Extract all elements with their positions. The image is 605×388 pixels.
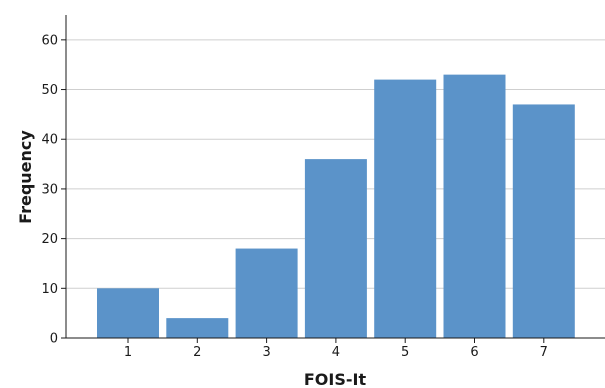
y-tick-label-30: 30 [41,182,58,197]
y-axis-title: Frequency [16,130,35,224]
bar-6 [443,74,506,338]
y-tick-label-50: 50 [41,83,58,98]
x-axis-title: FOIS-It [304,370,367,388]
x-tick-label-1: 1 [124,345,132,360]
x-tick-label-5: 5 [401,345,409,360]
x-tick-label-3: 3 [262,345,270,360]
bar-2 [166,318,229,338]
x-tick-label-2: 2 [193,345,201,360]
y-tick-label-20: 20 [41,232,58,247]
y-tick-label-40: 40 [41,133,58,148]
y-tick-labels: 0 10 20 30 40 50 60 [41,33,66,347]
bar-7 [512,104,575,338]
bar-5 [374,79,437,338]
bar-1 [97,288,159,338]
y-tick-label-60: 60 [41,33,58,48]
y-tick-label-10: 10 [41,282,58,297]
bar-4 [304,159,367,338]
x-tick-label-4: 4 [332,345,340,360]
bars [97,74,575,338]
x-tick-label-6: 6 [470,345,478,360]
y-tick-label-0: 0 [50,332,58,347]
x-tick-labels: 1 2 3 4 5 6 7 [124,338,548,360]
bar-3 [235,248,298,338]
x-tick-label-7: 7 [540,345,548,360]
